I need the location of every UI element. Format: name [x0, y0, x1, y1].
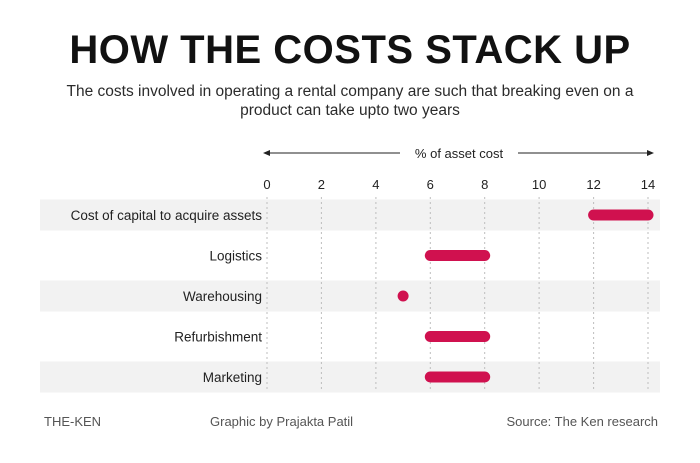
footer-credit: Graphic by Prajakta Patil — [210, 414, 354, 429]
row-stripe — [40, 280, 660, 312]
tick-label: 14 — [641, 177, 655, 192]
tick-label: 4 — [372, 177, 379, 192]
footer-source: Source: The Ken research — [506, 414, 658, 429]
category-label: Warehousing — [183, 289, 262, 304]
bars — [397, 209, 654, 383]
range-dot — [397, 290, 409, 302]
category-label: Cost of capital to acquire assets — [71, 208, 263, 223]
tick-label: 12 — [586, 177, 600, 192]
chart-subtitle: The costs involved in operating a rental… — [66, 83, 634, 119]
axis-label: % of asset cost — [415, 146, 504, 161]
category-label: Logistics — [209, 249, 262, 264]
tick-label: 10 — [532, 177, 546, 192]
tick-label: 0 — [263, 177, 270, 192]
tick-label: 2 — [318, 177, 325, 192]
row-stripe — [40, 361, 660, 393]
row-stripe — [40, 199, 660, 231]
tick-label: 6 — [427, 177, 434, 192]
footer-brand: THE-KEN — [44, 414, 102, 429]
category-label: Refurbishment — [174, 330, 262, 345]
chart-title: HOW THE COSTS STACK UP — [69, 28, 631, 72]
category-label: Marketing — [203, 370, 262, 385]
arrowhead-right — [647, 150, 654, 156]
tick-labels: 0 2 4 6 8 10 12 14 — [263, 177, 655, 192]
axis-header: % of asset cost — [263, 146, 654, 161]
row-stripes — [40, 199, 660, 393]
tick-label: 8 — [481, 177, 488, 192]
arrowhead-left — [263, 150, 270, 156]
category-labels: Cost of capital to acquire assets Logisti… — [71, 208, 263, 385]
